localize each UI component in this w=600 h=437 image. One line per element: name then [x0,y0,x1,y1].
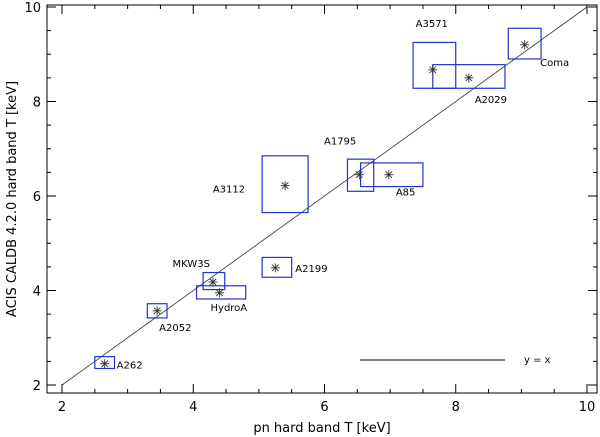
marker-stroke [101,360,109,368]
marker-a1795 [354,170,364,180]
reference-line [61,6,588,386]
marker-stroke [215,289,224,297]
error-box-a3571 [412,41,457,89]
error-box-hydroa [195,285,247,300]
y-tick-label: 10 [24,1,41,16]
marker-mkw3s [208,277,218,287]
marker-stroke [429,66,437,74]
marker-a3112 [280,181,290,191]
marker-stroke [465,74,473,82]
x-tick-label: 2 [58,400,66,415]
marker-a3571 [428,65,438,75]
marker-a2052 [152,306,162,316]
label-a3571: A3571 [416,19,448,30]
label-a262: A262 [117,361,143,372]
label-coma: Coma [540,58,569,69]
x-tick-label: 4 [189,400,197,415]
x-tick-label: 6 [320,400,328,415]
error-box-a2029 [432,64,506,89]
legend-label: y = x [524,355,551,366]
label-mkw3s: MKW3S [173,259,210,270]
label-a2029: A2029 [475,95,507,106]
marker-stroke [153,307,161,315]
error-box-a2199 [261,256,293,278]
error-box-a1795 [346,158,375,192]
y-tick-label: 2 [33,379,41,394]
marker-a262 [100,359,110,369]
error-box-a262 [94,356,116,370]
x-tick-label: 10 [579,400,596,415]
marker-hydroa [215,288,224,298]
marker-a85 [384,170,394,180]
marker-stroke [355,171,363,179]
label-a1795: A1795 [324,137,356,148]
y-axis-title: ACIS CALDB 4.2.0 hard band T [keV] [5,81,20,317]
error-box-mkw3s [202,271,226,291]
x-axis-title: pn hard band T [keV] [253,421,390,436]
y-tick-label: 4 [33,285,41,300]
error-box-coma [507,27,542,60]
error-box-a3112 [261,155,309,214]
marker-stroke [385,171,393,179]
marker-stroke [271,264,279,272]
marker-coma [520,40,530,50]
marker-stroke [521,41,529,49]
label-hydroa: HydroA [211,303,248,314]
label-a85: A85 [396,188,416,199]
error-box-a2052 [146,303,168,319]
label-a2199: A2199 [295,264,327,275]
marker-a2199 [270,263,280,273]
label-a3112: A3112 [213,185,245,196]
marker-stroke [209,278,217,286]
y-tick-label: 8 [33,96,41,111]
x-tick-label: 8 [452,400,460,415]
plot-frame [46,4,598,394]
marker-stroke [281,182,289,190]
y-tick-label: 6 [33,190,41,205]
marker-a2029 [464,73,474,83]
label-a2052: A2052 [159,323,191,334]
